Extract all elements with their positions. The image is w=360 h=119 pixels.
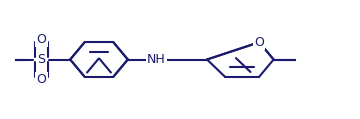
Text: O: O: [254, 36, 264, 49]
Text: O: O: [36, 33, 46, 46]
Text: S: S: [37, 53, 45, 66]
Text: O: O: [36, 73, 46, 86]
Text: NH: NH: [147, 53, 166, 66]
